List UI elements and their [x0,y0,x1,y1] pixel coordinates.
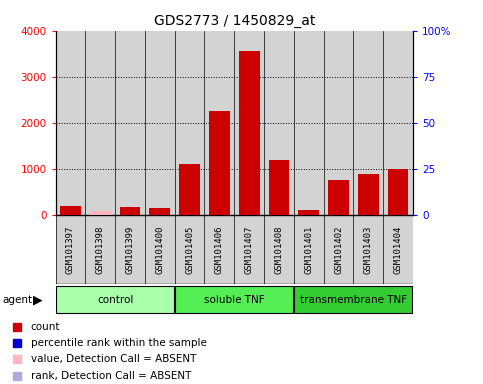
FancyBboxPatch shape [56,286,174,313]
Text: GSM101402: GSM101402 [334,225,343,274]
Text: GSM101397: GSM101397 [66,225,75,274]
Bar [179,164,200,215]
Bar [149,208,170,215]
Text: transmembrane TNF: transmembrane TNF [300,295,407,305]
Bar [298,210,319,215]
Text: ▶: ▶ [33,293,43,306]
Text: GSM101405: GSM101405 [185,225,194,274]
Text: soluble TNF: soluble TNF [204,295,265,305]
Text: count: count [31,322,60,332]
Text: control: control [97,295,133,305]
Bar [120,207,141,215]
Text: GSM101404: GSM101404 [394,225,402,274]
Bar [239,51,259,215]
Text: GSM101401: GSM101401 [304,225,313,274]
Text: GSM101398: GSM101398 [96,225,105,274]
Bar [60,206,81,215]
Bar [328,180,349,215]
Text: GSM101408: GSM101408 [274,225,284,274]
FancyBboxPatch shape [175,286,293,313]
Bar [269,160,289,215]
Text: GSM101403: GSM101403 [364,225,373,274]
Title: GDS2773 / 1450829_at: GDS2773 / 1450829_at [154,14,315,28]
Bar [90,211,111,215]
Text: GSM101399: GSM101399 [126,225,134,274]
Text: GSM101400: GSM101400 [156,225,164,274]
Text: GSM101407: GSM101407 [245,225,254,274]
Text: agent: agent [2,295,32,305]
Text: percentile rank within the sample: percentile rank within the sample [31,338,207,348]
Text: value, Detection Call = ABSENT: value, Detection Call = ABSENT [31,354,196,364]
FancyBboxPatch shape [295,286,412,313]
Bar [209,111,230,215]
Text: rank, Detection Call = ABSENT: rank, Detection Call = ABSENT [31,371,191,381]
Bar [358,174,379,215]
Bar [388,169,409,215]
Text: GSM101406: GSM101406 [215,225,224,274]
